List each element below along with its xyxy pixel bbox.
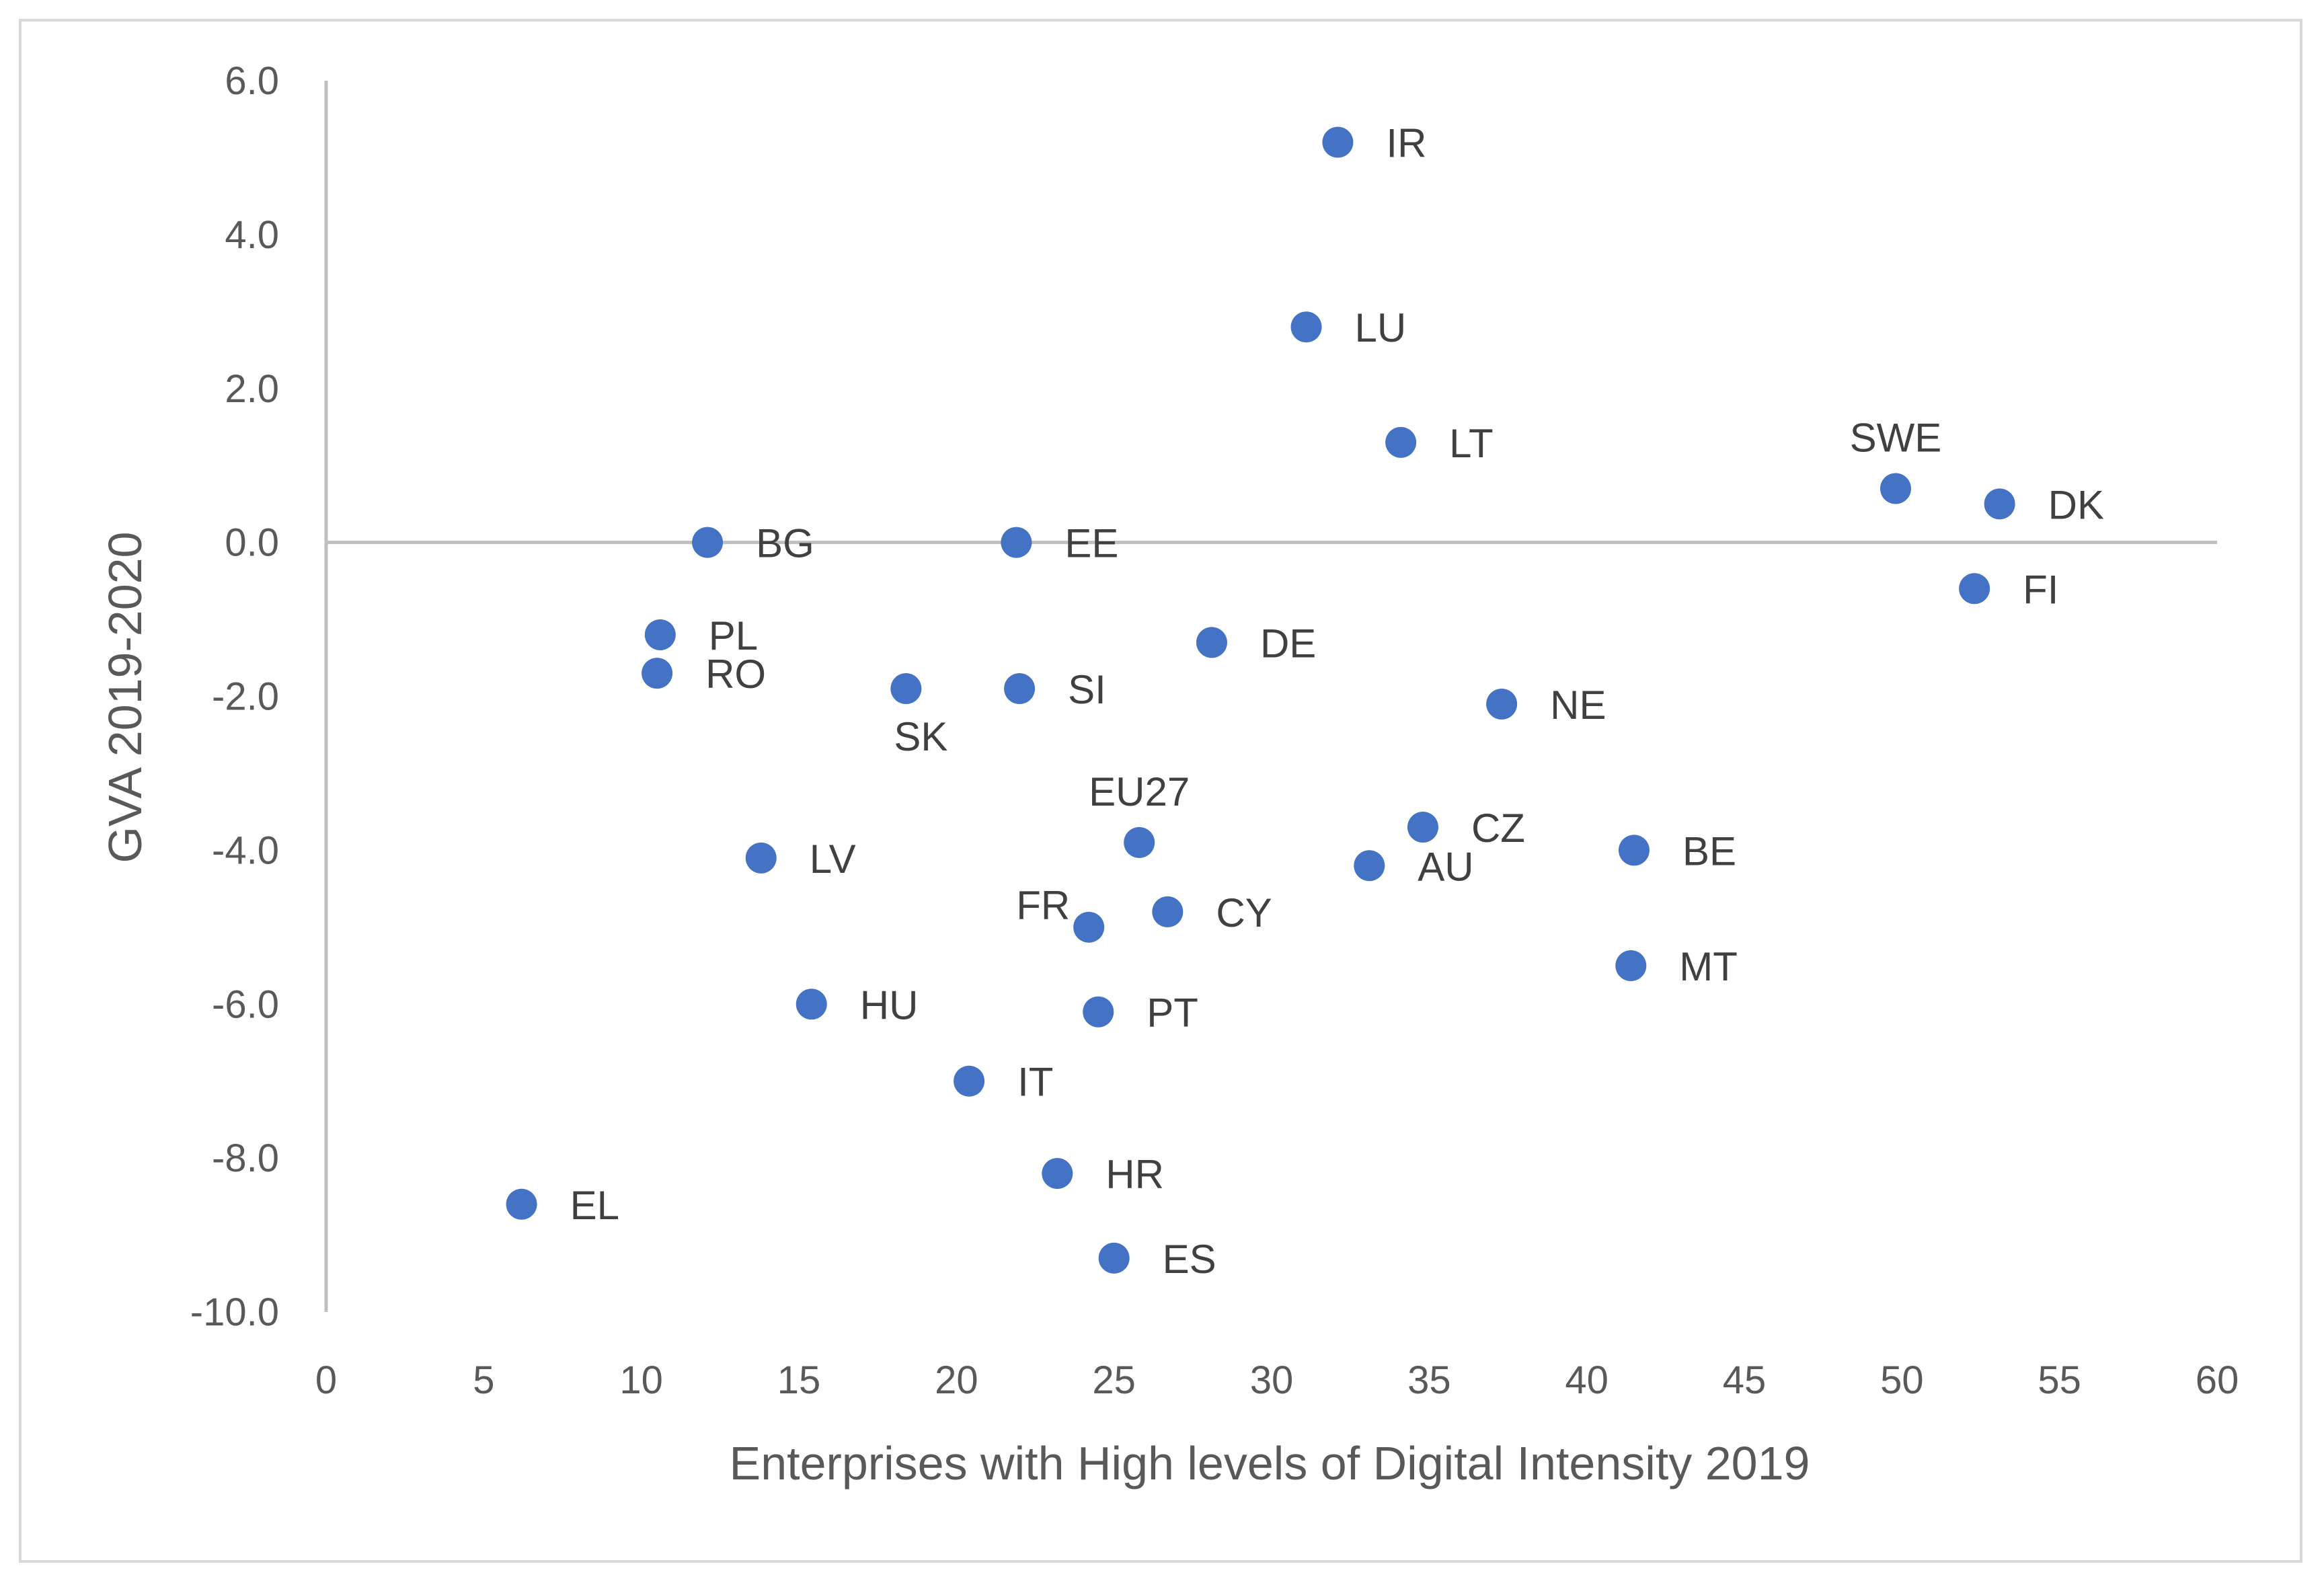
- data-point-mt: [1615, 950, 1647, 982]
- data-label-el: EL: [570, 1183, 619, 1228]
- data-point-fr: [1073, 911, 1105, 943]
- data-point-it: [954, 1065, 985, 1097]
- x-tick-label: 25: [1092, 1358, 1136, 1402]
- data-label-au: AU: [1418, 844, 1473, 889]
- x-tick-label: 50: [1880, 1358, 1924, 1402]
- data-label-hu: HU: [860, 982, 919, 1028]
- data-point-dk: [1984, 488, 2015, 520]
- data-point-eu27: [1124, 826, 1155, 858]
- x-tick-label: 35: [1407, 1358, 1451, 1402]
- y-tick-label: -6.0: [212, 982, 279, 1026]
- y-tick-label: 0.0: [225, 521, 279, 565]
- data-point-ro: [642, 658, 673, 689]
- chart-frame: [19, 19, 2302, 1563]
- y-axis-title: GVA 2019-2020: [99, 532, 151, 863]
- data-label-sk: SK: [894, 714, 947, 759]
- data-point-es: [1098, 1242, 1130, 1274]
- x-tick-label: 10: [619, 1358, 663, 1402]
- data-label-it: IT: [1017, 1060, 1053, 1105]
- data-label-hr: HR: [1106, 1152, 1164, 1197]
- data-label-ir: IR: [1386, 121, 1426, 166]
- data-point-be: [1618, 835, 1650, 866]
- data-label-de: DE: [1260, 621, 1316, 666]
- x-tick-label: 5: [473, 1358, 494, 1402]
- data-point-pt: [1083, 996, 1114, 1028]
- data-point-si: [1004, 673, 1036, 705]
- x-tick-label: 45: [1723, 1358, 1767, 1402]
- x-tick-label: 30: [1250, 1358, 1294, 1402]
- y-tick-label: -8.0: [212, 1136, 279, 1180]
- data-label-ne: NE: [1550, 683, 1606, 728]
- data-label-bg: BG: [756, 521, 814, 566]
- data-label-es: ES: [1163, 1237, 1216, 1282]
- data-point-sk: [890, 673, 922, 705]
- axes: [324, 81, 2217, 1312]
- data-point-cy: [1152, 896, 1184, 927]
- data-label-cy: CY: [1216, 890, 1272, 935]
- data-label-be: BE: [1682, 828, 1736, 874]
- data-label-eu27: EU27: [1089, 769, 1190, 814]
- data-label-fr: FR: [1016, 883, 1070, 928]
- data-point-ee: [1001, 527, 1032, 558]
- data-label-fi: FI: [2023, 567, 2058, 612]
- y-tick-label: -10.0: [190, 1290, 279, 1334]
- data-label-ro: RO: [705, 652, 766, 697]
- y-tick-label: -4.0: [212, 828, 279, 872]
- tick-labels: 0 5 10 15 20 25 30 35 40 45 50 55 60 6.0 4.0 2.0 0.0 -2.0…: [190, 59, 2239, 1402]
- x-tick-label: 40: [1565, 1358, 1609, 1402]
- data-label-lt: LT: [1449, 421, 1494, 466]
- y-tick-label: 2.0: [225, 367, 279, 411]
- data-point-au: [1354, 850, 1385, 882]
- y-tick-label: -2.0: [212, 675, 279, 719]
- data-label-cz: CZ: [1471, 806, 1525, 851]
- data-label-swe: SWE: [1850, 416, 1942, 461]
- data-point-pl: [644, 619, 676, 650]
- data-label-mt: MT: [1679, 944, 1738, 989]
- x-axis-title: Enterprises with High levels of Digital …: [730, 1437, 1810, 1490]
- data-point-swe: [1880, 473, 1911, 504]
- data-point-lt: [1385, 426, 1417, 458]
- data-label-si: SI: [1068, 667, 1106, 712]
- x-tick-label: 0: [315, 1358, 337, 1402]
- data-point-cz: [1407, 812, 1438, 843]
- y-tick-label: 6.0: [225, 59, 279, 103]
- data-point-ir: [1322, 126, 1354, 158]
- data-label-lv: LV: [810, 837, 856, 882]
- data-label-ee: EE: [1064, 521, 1118, 566]
- data-point-hu: [796, 989, 827, 1020]
- data-label-pl: PL: [709, 613, 758, 658]
- data-point-de: [1196, 627, 1227, 658]
- data-point-lv: [745, 842, 777, 874]
- data-label-lu: LU: [1355, 305, 1407, 350]
- data-point-lu: [1290, 311, 1322, 343]
- y-tick-label: 4.0: [225, 213, 279, 257]
- x-tick-label: 60: [2196, 1358, 2239, 1402]
- x-tick-label: 15: [777, 1358, 821, 1402]
- data-point-el: [506, 1188, 537, 1220]
- data-point-fi: [1959, 573, 1990, 605]
- data-label-dk: DK: [2048, 482, 2104, 527]
- data-label-pt: PT: [1147, 991, 1198, 1036]
- data-points: [506, 126, 2015, 1274]
- data-point-hr: [1042, 1158, 1073, 1190]
- x-tick-label: 55: [2038, 1358, 2081, 1402]
- x-tick-label: 20: [935, 1358, 978, 1402]
- data-point-ne: [1486, 688, 1518, 720]
- data-point-bg: [692, 527, 724, 558]
